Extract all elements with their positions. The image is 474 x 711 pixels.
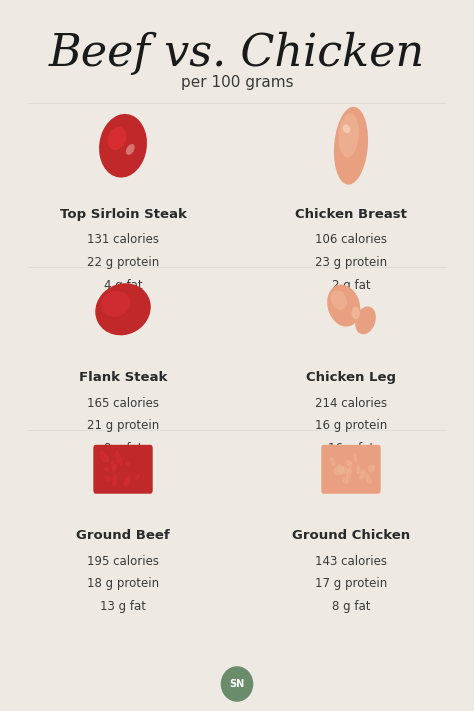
Ellipse shape bbox=[343, 478, 349, 484]
Text: Chicken Leg: Chicken Leg bbox=[306, 371, 396, 384]
Ellipse shape bbox=[123, 477, 131, 486]
Ellipse shape bbox=[106, 476, 110, 481]
Ellipse shape bbox=[359, 469, 366, 480]
Ellipse shape bbox=[343, 124, 350, 133]
Ellipse shape bbox=[108, 127, 127, 150]
Text: 214 calories: 214 calories bbox=[315, 397, 387, 410]
Ellipse shape bbox=[337, 464, 345, 474]
Ellipse shape bbox=[365, 474, 372, 484]
Text: 131 calories: 131 calories bbox=[87, 233, 159, 246]
Text: Top Sirloin Steak: Top Sirloin Steak bbox=[60, 208, 186, 220]
Ellipse shape bbox=[135, 474, 140, 481]
Ellipse shape bbox=[110, 460, 115, 470]
Ellipse shape bbox=[334, 107, 368, 185]
Text: 13 g fat: 13 g fat bbox=[100, 600, 146, 613]
Text: 165 calories: 165 calories bbox=[87, 397, 159, 410]
Ellipse shape bbox=[104, 467, 109, 472]
Text: SN: SN bbox=[229, 679, 245, 689]
Text: 23 g protein: 23 g protein bbox=[315, 256, 387, 269]
Text: 2 g fat: 2 g fat bbox=[332, 279, 370, 292]
Ellipse shape bbox=[115, 450, 120, 464]
Text: 17 g protein: 17 g protein bbox=[315, 577, 387, 590]
Ellipse shape bbox=[125, 461, 130, 466]
Text: 18 g protein: 18 g protein bbox=[87, 577, 159, 590]
Text: Ground Chicken: Ground Chicken bbox=[292, 529, 410, 542]
Text: 8 g fat: 8 g fat bbox=[104, 442, 142, 455]
Text: 143 calories: 143 calories bbox=[315, 555, 387, 567]
Ellipse shape bbox=[119, 457, 123, 466]
Ellipse shape bbox=[346, 467, 352, 480]
Ellipse shape bbox=[330, 457, 336, 466]
Ellipse shape bbox=[95, 283, 151, 336]
Ellipse shape bbox=[327, 284, 360, 326]
Ellipse shape bbox=[333, 466, 344, 476]
Text: 4 g fat: 4 g fat bbox=[104, 279, 142, 292]
Ellipse shape bbox=[368, 464, 375, 472]
Ellipse shape bbox=[356, 466, 360, 475]
Text: Ground Beef: Ground Beef bbox=[76, 529, 170, 542]
Text: Beef vs. Chicken: Beef vs. Chicken bbox=[49, 32, 425, 75]
Ellipse shape bbox=[126, 474, 130, 483]
Text: 21 g protein: 21 g protein bbox=[87, 419, 159, 432]
Text: 16 g protein: 16 g protein bbox=[315, 419, 387, 432]
Ellipse shape bbox=[331, 290, 347, 310]
Ellipse shape bbox=[346, 460, 353, 467]
Text: per 100 grams: per 100 grams bbox=[181, 75, 293, 90]
Text: Chicken Breast: Chicken Breast bbox=[295, 208, 407, 220]
Text: 16 g fat: 16 g fat bbox=[328, 442, 374, 455]
Ellipse shape bbox=[342, 466, 349, 474]
Ellipse shape bbox=[99, 114, 147, 178]
Ellipse shape bbox=[338, 114, 359, 158]
Ellipse shape bbox=[112, 474, 118, 487]
Ellipse shape bbox=[112, 464, 118, 474]
Text: 195 calories: 195 calories bbox=[87, 555, 159, 567]
Ellipse shape bbox=[101, 291, 130, 317]
Text: Flank Steak: Flank Steak bbox=[79, 371, 167, 384]
Ellipse shape bbox=[352, 306, 360, 319]
FancyBboxPatch shape bbox=[321, 445, 381, 493]
FancyBboxPatch shape bbox=[93, 445, 153, 493]
Ellipse shape bbox=[355, 306, 376, 334]
Ellipse shape bbox=[100, 451, 109, 464]
Ellipse shape bbox=[126, 144, 135, 155]
Text: 106 calories: 106 calories bbox=[315, 233, 387, 246]
Text: 8 g fat: 8 g fat bbox=[332, 600, 370, 613]
Ellipse shape bbox=[221, 666, 253, 702]
Ellipse shape bbox=[354, 452, 357, 462]
Text: 22 g protein: 22 g protein bbox=[87, 256, 159, 269]
